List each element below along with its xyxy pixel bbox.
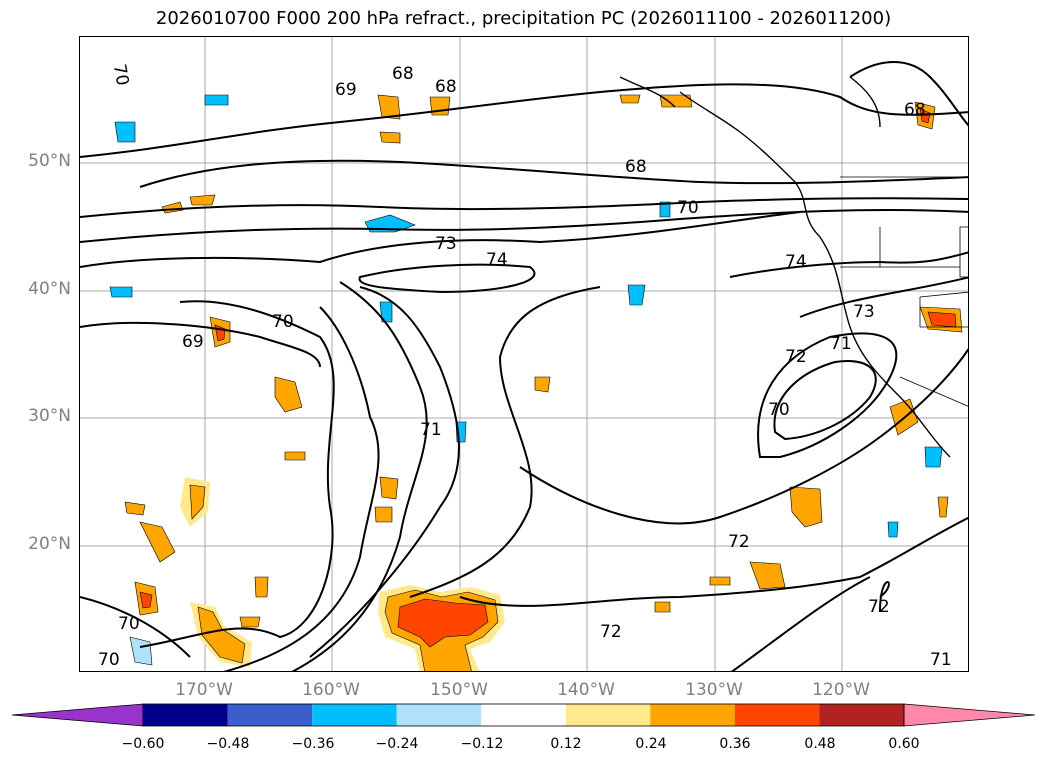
colorbar-segment <box>227 704 313 726</box>
contour-label: 72 <box>600 622 622 642</box>
colorbar-segment <box>312 704 397 726</box>
contour-label: 70 <box>109 63 132 88</box>
contour-label: 70 <box>118 614 140 634</box>
colorbar <box>11 703 1036 727</box>
graticule <box>80 37 968 671</box>
contour-label: 68 <box>435 77 457 97</box>
colorbar-segment <box>650 704 735 726</box>
contour-label: 71 <box>830 334 852 354</box>
colorbar-outline <box>142 703 905 727</box>
colorbar-tick: −0.36 <box>291 736 335 752</box>
contour-label: 70 <box>768 400 790 420</box>
colorbar-tick: −0.48 <box>206 736 250 752</box>
colorbar-extend-high <box>903 703 1036 727</box>
contour-label: 70 <box>272 312 294 332</box>
colorbar-tick: −0.60 <box>121 736 165 752</box>
lat-label-20n: 20°N <box>28 534 71 554</box>
map-canvas: 70 68 69 68 68 70 68 73 74 74 70 69 73 7… <box>80 37 968 671</box>
colorbar-tick: −0.12 <box>460 736 504 752</box>
coastlines <box>619 76 968 458</box>
contour-label: 72 <box>728 532 750 552</box>
precip-patches <box>109 94 963 671</box>
contour-label: 68 <box>625 157 647 177</box>
colorbar-segment <box>734 704 820 726</box>
colorbar-tick: −0.24 <box>375 736 419 752</box>
lon-label-170w: 170°W <box>175 680 233 700</box>
contour-label: 69 <box>335 80 357 100</box>
contour-label: 70 <box>677 198 699 218</box>
contour-label: 68 <box>392 64 414 84</box>
lon-label-140w: 140°W <box>557 680 615 700</box>
contour-labels: 70 68 69 68 68 70 68 73 74 74 70 69 73 7… <box>98 63 952 670</box>
contour-label: 70 <box>98 650 120 670</box>
lat-label-30n: 30°N <box>28 406 71 426</box>
contour-label: 74 <box>486 250 508 270</box>
refractivity-contours <box>80 61 968 671</box>
lon-label-150w: 150°W <box>430 680 488 700</box>
colorbar-tick: 0.24 <box>635 736 667 752</box>
lon-label-120w: 120°W <box>812 680 870 700</box>
contour-label: 71 <box>930 650 952 670</box>
colorbar-segment <box>396 704 482 726</box>
colorbar-tick: 0.48 <box>804 736 836 752</box>
colorbar-tick: 0.12 <box>550 736 582 752</box>
contour-label: 72 <box>785 347 807 367</box>
colorbar-tick: 0.36 <box>719 736 751 752</box>
map-panel: 70 68 69 68 68 70 68 73 74 74 70 69 73 7… <box>79 36 969 672</box>
map-title: 2026010700 F000 200 hPa refract., precip… <box>155 8 892 29</box>
colorbar-segment <box>143 704 228 726</box>
colorbar-segment <box>819 704 904 726</box>
contour-label: 69 <box>182 332 204 352</box>
colorbar-segment <box>481 704 566 726</box>
colorbar-tick: 0.60 <box>888 736 920 752</box>
lon-label-160w: 160°W <box>302 680 360 700</box>
colorbar-extend-low <box>11 703 144 727</box>
colorbar-segment <box>565 704 651 726</box>
lat-label-50n: 50°N <box>28 151 71 171</box>
lat-label-40n: 40°N <box>28 279 71 299</box>
contour-label: 71 <box>420 420 442 440</box>
lon-label-130w: 130°W <box>685 680 743 700</box>
contour-label: 73 <box>853 302 875 322</box>
contour-label: 73 <box>435 234 457 254</box>
contour-label: 72 <box>868 597 890 617</box>
contour-label: 74 <box>785 252 807 272</box>
contour-label: 68 <box>904 100 926 120</box>
